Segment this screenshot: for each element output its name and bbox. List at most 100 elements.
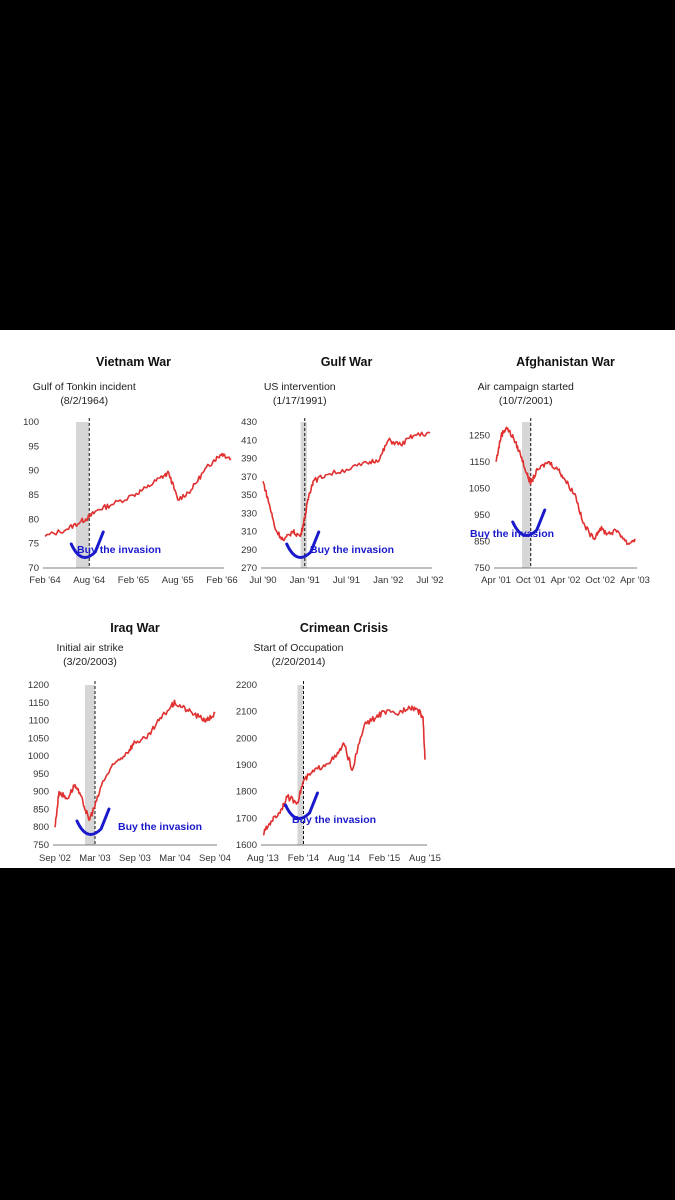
x-tick-label: Apr '01 xyxy=(481,575,511,586)
x-tick-label: Aug '64 xyxy=(73,575,105,586)
chart-crimean-crisis: Crimean Crisis Start of Occupation (2/20/2… xyxy=(225,613,450,864)
y-tick-label: 85 xyxy=(28,490,39,501)
x-tick-label: Feb '64 xyxy=(29,575,60,586)
x-tick-label: Feb '66 xyxy=(206,575,237,586)
x-tick-label: Aug '14 xyxy=(328,853,360,864)
y-tick-label: 80 xyxy=(28,514,39,525)
shaded-period xyxy=(300,422,307,568)
series-line xyxy=(262,431,431,542)
x-tick-label: Jul '92 xyxy=(416,575,443,586)
event-date-label: (1/17/1991) xyxy=(273,395,327,407)
chart-gulf-war: Gulf War US intervention (1/17/1991) 430 410… xyxy=(225,340,450,586)
chart-title: Gulf War xyxy=(321,355,373,369)
y-tick-label: 1100 xyxy=(29,716,49,727)
y-tick-label: 1150 xyxy=(29,698,49,709)
y-tick-label: 1600 xyxy=(236,840,257,851)
x-tick-label: Jan '91 xyxy=(290,575,320,586)
y-tick-label: 750 xyxy=(474,563,490,574)
annotation-curve xyxy=(75,807,111,836)
event-date-label: (10/7/2001) xyxy=(499,395,553,407)
x-tick-label: Feb '14 xyxy=(288,853,319,864)
y-tick-label: 370 xyxy=(241,472,257,483)
x-tick-label: Oct '01 xyxy=(516,575,546,586)
y-tick-label: 2000 xyxy=(236,733,257,744)
annotation-label: Buy the invasion xyxy=(118,821,202,833)
shaded-period xyxy=(85,685,95,845)
chart-svg: Gulf War US intervention (1/17/1991) 430 410… xyxy=(241,355,443,586)
y-tick-label: 310 xyxy=(241,527,257,538)
y-tick-label: 1200 xyxy=(28,680,49,691)
y-tick-label: 2100 xyxy=(236,707,257,718)
annotation-curve xyxy=(284,791,319,820)
x-tick-label: Sep '04 xyxy=(199,853,231,864)
series-line xyxy=(495,426,636,546)
y-tick-label: 2200 xyxy=(236,680,257,691)
y-tick-label: 90 xyxy=(28,466,39,477)
chart-vietnam-war: Vietnam War Gulf of Tonkin incident (8/2/1… xyxy=(0,340,238,586)
x-tick-label: Jul '90 xyxy=(249,575,276,586)
event-date-label: (2/20/2014) xyxy=(272,656,326,668)
x-tick-label: Apr '03 xyxy=(620,575,650,586)
x-tick-label: Jan '92 xyxy=(373,575,403,586)
shaded-period xyxy=(297,685,304,845)
x-tick-label: Apr '02 xyxy=(551,575,581,586)
chart-svg: Afghanistan War Air campaign started (10/7… xyxy=(469,355,650,586)
y-tick-label: 270 xyxy=(241,563,257,574)
annotation-label: Buy the invasion xyxy=(292,814,376,826)
y-tick-label: 1250 xyxy=(469,430,490,441)
y-tick-label: 750 xyxy=(33,840,49,851)
annotation-curve xyxy=(511,508,547,537)
event-label: Initial air strike xyxy=(56,642,123,654)
charts-panel: Vietnam War Gulf of Tonkin incident (8/2/1… xyxy=(0,330,675,868)
y-tick-label: 1050 xyxy=(28,733,49,744)
annotation-label: Buy the invasion xyxy=(470,528,554,540)
y-tick-label: 95 xyxy=(28,441,39,452)
chart-afghanistan-war: Afghanistan War Air campaign started (10/7… xyxy=(450,340,675,586)
y-tick-label: 950 xyxy=(474,510,490,521)
y-tick-label: 800 xyxy=(33,822,49,833)
annotation-label: Buy the invasion xyxy=(310,544,394,556)
annotation-curve xyxy=(285,530,321,559)
series-line xyxy=(54,699,216,828)
chart-title: Crimean Crisis xyxy=(300,621,388,635)
x-tick-label: Sep '03 xyxy=(119,853,151,864)
chart-svg: Iraq War Initial air strike (3/20/2003) 120… xyxy=(28,621,231,864)
x-tick-label: Feb '65 xyxy=(118,575,149,586)
y-tick-label: 1000 xyxy=(28,751,49,762)
x-tick-label: Sep '02 xyxy=(39,853,71,864)
event-label: Air campaign started xyxy=(478,381,574,393)
chart-svg: Crimean Crisis Start of Occupation (2/20/2… xyxy=(236,621,441,864)
y-tick-label: 850 xyxy=(33,804,49,815)
y-tick-label: 100 xyxy=(23,417,39,428)
y-tick-label: 75 xyxy=(28,539,39,550)
y-tick-label: 330 xyxy=(241,508,257,519)
y-tick-label: 70 xyxy=(28,563,39,574)
y-tick-label: 850 xyxy=(474,536,490,547)
chart-svg: Vietnam War Gulf of Tonkin incident (8/2/1… xyxy=(23,355,238,586)
y-tick-label: 1700 xyxy=(236,813,257,824)
event-date-label: (3/20/2003) xyxy=(63,656,117,668)
chart-iraq-war: Iraq War Initial air strike (3/20/2003) 120… xyxy=(0,613,231,864)
series-line xyxy=(44,452,232,537)
y-tick-label: 430 xyxy=(241,417,257,428)
y-tick-label: 1150 xyxy=(470,457,490,468)
shaded-period xyxy=(522,422,531,568)
x-tick-label: Feb '15 xyxy=(369,853,400,864)
x-tick-label: Aug '65 xyxy=(162,575,194,586)
chart-title: Iraq War xyxy=(110,621,160,635)
event-date-label: (8/2/1964) xyxy=(60,395,108,407)
x-tick-label: Mar '04 xyxy=(159,853,190,864)
y-tick-label: 1800 xyxy=(236,787,257,798)
event-label: Start of Occupation xyxy=(254,642,344,654)
annotation-curve xyxy=(69,530,105,559)
event-label: US intervention xyxy=(264,381,336,393)
y-tick-label: 290 xyxy=(241,545,257,556)
chart-title: Vietnam War xyxy=(96,355,171,369)
y-tick-label: 410 xyxy=(241,435,257,446)
y-tick-label: 950 xyxy=(33,769,49,780)
series-line xyxy=(262,705,426,836)
x-tick-label: Oct '02 xyxy=(585,575,615,586)
y-tick-label: 1900 xyxy=(236,760,257,771)
x-tick-label: Mar '03 xyxy=(79,853,110,864)
x-tick-label: Aug '15 xyxy=(409,853,441,864)
